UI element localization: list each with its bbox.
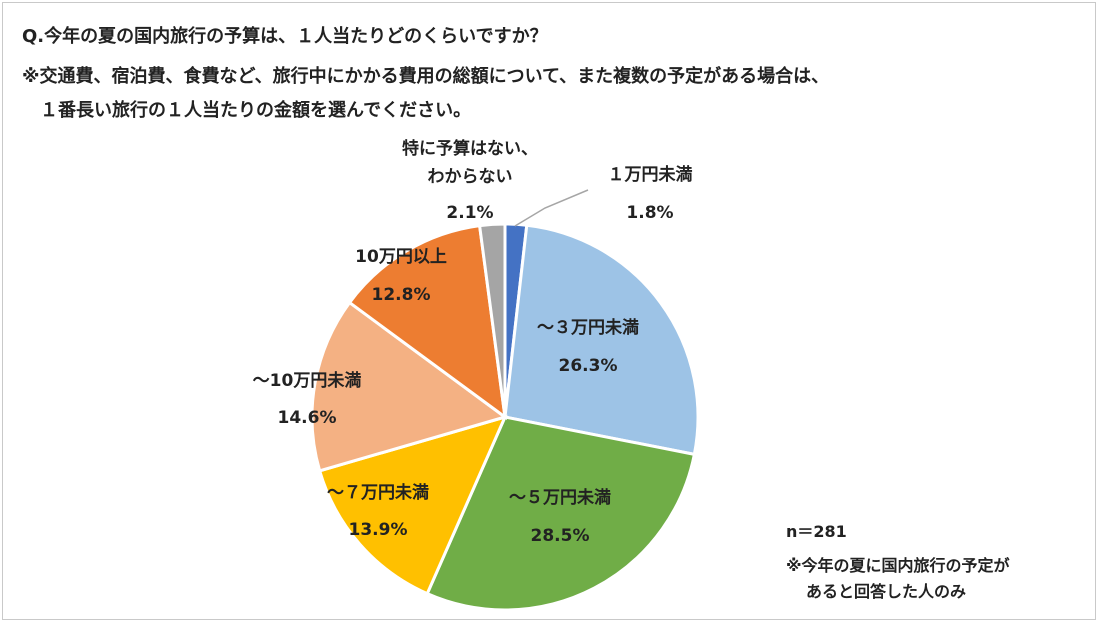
- pie-slice-4: [317, 414, 508, 596]
- question-note-line2: １番長い旅行の１人当たりの金額を選んでください。: [40, 100, 472, 121]
- slice-value-label-3: 28.5%: [531, 526, 590, 546]
- slice-label-4: ～７万円未満: [327, 482, 429, 503]
- pie-slice-5: [310, 300, 509, 473]
- slice-label-2: ～３万円未満: [537, 317, 639, 338]
- footnote-line2: あると回答した人のみ: [806, 582, 967, 601]
- slice-value-label-1: 1.8%: [626, 203, 673, 223]
- pie-slice-3: [425, 415, 697, 612]
- slice-label-6: 10万円以上: [355, 247, 447, 267]
- slice-value-label-6: 12.8%: [372, 285, 431, 305]
- pie-slice-6: [347, 223, 507, 421]
- footnote-line1: ※今年の夏に国内旅行の予定が: [786, 556, 1010, 575]
- question-title: Q.今年の夏の国内旅行の予算は、１人当たりどのくらいですか？: [22, 26, 548, 47]
- slice-value-label-7: 2.1%: [446, 203, 493, 223]
- pie-slice-7: [477, 222, 507, 418]
- slice-label-3: ～５万円未満: [509, 487, 611, 508]
- question-note-line1: ※交通費、宿泊費、食費など、旅行中にかかる費用の総額について、また複数の予定があ…: [22, 66, 830, 87]
- slice-label-7-line1: 特に予算はない、: [402, 138, 538, 159]
- slice-label-7-line2: わからない: [428, 167, 513, 187]
- pie-slice-2: [503, 223, 700, 457]
- slice-value-label-4: 13.9%: [349, 520, 408, 540]
- slice-label-5: ～10万円未満: [253, 370, 362, 391]
- sample-size-label: n＝281: [786, 522, 847, 541]
- slice-value-label-5: 14.6%: [278, 408, 337, 428]
- leader-line: [514, 189, 589, 227]
- slice-value-label-2: 26.3%: [559, 356, 618, 376]
- slice-label-1: １万円未満: [608, 164, 693, 185]
